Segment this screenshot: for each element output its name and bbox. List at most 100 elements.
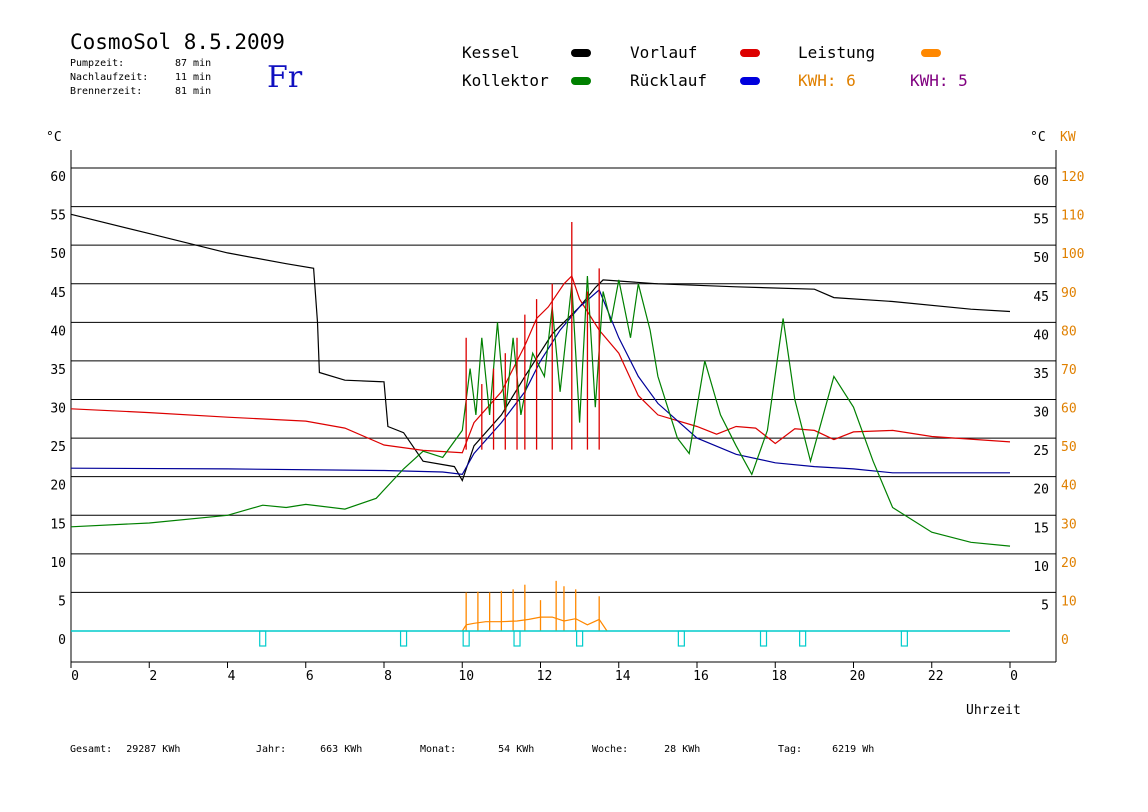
axes [70,150,1057,668]
x-tick-label: 22 [928,669,944,684]
kw-tick-label: 100 [1061,247,1084,262]
legend-label: Kessel [462,43,520,62]
right-unit-label: °C [1030,130,1046,145]
left-tick-label: 40 [50,324,66,339]
x-tick-label: 0 [1010,669,1018,684]
legend-item-ruecklauf: Rücklauf [630,71,707,90]
series-leistung [461,616,608,632]
pump-marker [759,630,768,647]
footer-woche: Woche: 28 KWh [592,744,700,755]
left-tick-label: 55 [50,209,66,224]
footer-value: 54 KWh [498,744,535,755]
kw-tick-label: 20 [1061,556,1077,571]
legend-item-leistung: Leistung [798,43,875,62]
kw-tick-label: 0 [1061,633,1069,648]
info-row-brennerzeit: Brennerzeit: 81 min [70,86,220,97]
legend-swatch-kollektor [571,77,591,85]
x-axis-label: Uhrzeit [966,703,1021,718]
info-value: 87 min [175,58,212,69]
info-value: 81 min [175,86,212,97]
kw-tick-label: 70 [1061,363,1077,378]
x-tick-label: 6 [306,669,314,684]
x-tick-label: 0 [71,669,79,684]
footer-jahr: Jahr: 663 KWh [256,744,362,755]
legend-label: Leistung [798,43,876,62]
footer-value: 29287 KWh [126,744,181,755]
pump-marker [900,630,908,647]
x-tick-label: 4 [228,669,236,684]
left-tick-label: 50 [50,247,66,262]
pump-markers [71,630,1010,647]
legend-label: Rücklauf [630,71,708,90]
left-tick-label: 30 [50,402,66,417]
info-label: Brennerzeit: [70,86,143,97]
series-vorlauf [70,274,1011,454]
x-tick-label: 10 [458,669,474,684]
footer-label: Monat: [420,744,457,755]
left-tick-label: 45 [50,286,66,301]
x-tick-label: 16 [693,669,709,684]
footer-label: Gesamt: [70,744,113,755]
right-tick-label: 25 [1033,444,1049,459]
x-tick-label: 14 [615,669,631,684]
kwh-label-purple: KWH: 5 [910,71,968,90]
legend-item-kessel: Kessel [462,43,520,62]
pump-marker [513,630,521,647]
info-row-nachlaufzeit: Nachlaufzeit: 11 min [70,72,220,83]
x-tick-label: 20 [850,669,866,684]
left-tick-label: 15 [50,517,66,532]
series-ruecklauf [70,288,1010,476]
gridlines [71,167,1056,593]
footer-label: Tag: [778,744,803,755]
left-tick-label: 60 [50,170,66,185]
series-kollektor [70,275,1011,547]
footer-value: 663 KWh [320,744,363,755]
pump-marker [399,630,408,647]
legend-label: Vorlauf [630,43,698,62]
footer-monat: Monat: 54 KWh [420,744,534,755]
left-tick-label: 0 [58,633,66,648]
x-tick-label: 12 [537,669,553,684]
kw-tick-label: 10 [1061,594,1077,609]
pump-marker [677,630,685,647]
right-tick-label: 5 [1041,598,1049,613]
kw-tick-label: 60 [1061,402,1077,417]
series-kessel [70,213,1011,482]
kwh-label-leistung: KWH: 6 [798,71,856,90]
footer-value: 28 KWh [664,744,701,755]
info-row-pumpzeit: Pumpzeit: 87 min [70,58,220,69]
kw-tick-label: 120 [1061,170,1084,185]
pump-marker [799,630,807,647]
left-tick-label: 25 [50,440,66,455]
legend-swatch-vorlauf [740,49,760,57]
legend-item-vorlauf: Vorlauf [630,43,697,62]
right-tick-label: 45 [1033,290,1049,305]
x-tick-label: 8 [384,669,392,684]
right-tick-label: 30 [1033,406,1049,421]
right-tick-label: 55 [1033,213,1049,228]
legend-swatch-kessel [571,49,591,57]
legend-swatch-leistung [921,49,941,57]
footer-label: Jahr: [256,744,287,755]
right-tick-label: 10 [1033,560,1049,575]
left-tick-label: 35 [50,363,66,378]
weekday-label: Fr [267,60,303,95]
left-unit-label: °C [46,130,62,145]
right-tick-label: 35 [1033,367,1049,382]
kw-tick-label: 80 [1061,324,1077,339]
kw-tick-label: 50 [1061,440,1077,455]
right-tick-label: 20 [1033,483,1049,498]
left-tick-label: 5 [58,594,66,609]
pump-marker [259,630,267,647]
info-label: Pumpzeit: [70,58,125,69]
right-tick-label: 50 [1033,251,1049,266]
kw-tick-label: 40 [1061,479,1077,494]
footer-value: 6219 Wh [832,744,875,755]
right-tick-label: 60 [1033,174,1049,189]
kw-tick-label: 90 [1061,286,1077,301]
tick-labels: 6055504540353025201510506055504540353025… [50,170,1084,684]
kw-tick-label: 110 [1061,209,1084,224]
series-lines [70,213,1011,632]
legend-swatch-ruecklauf [740,77,760,85]
